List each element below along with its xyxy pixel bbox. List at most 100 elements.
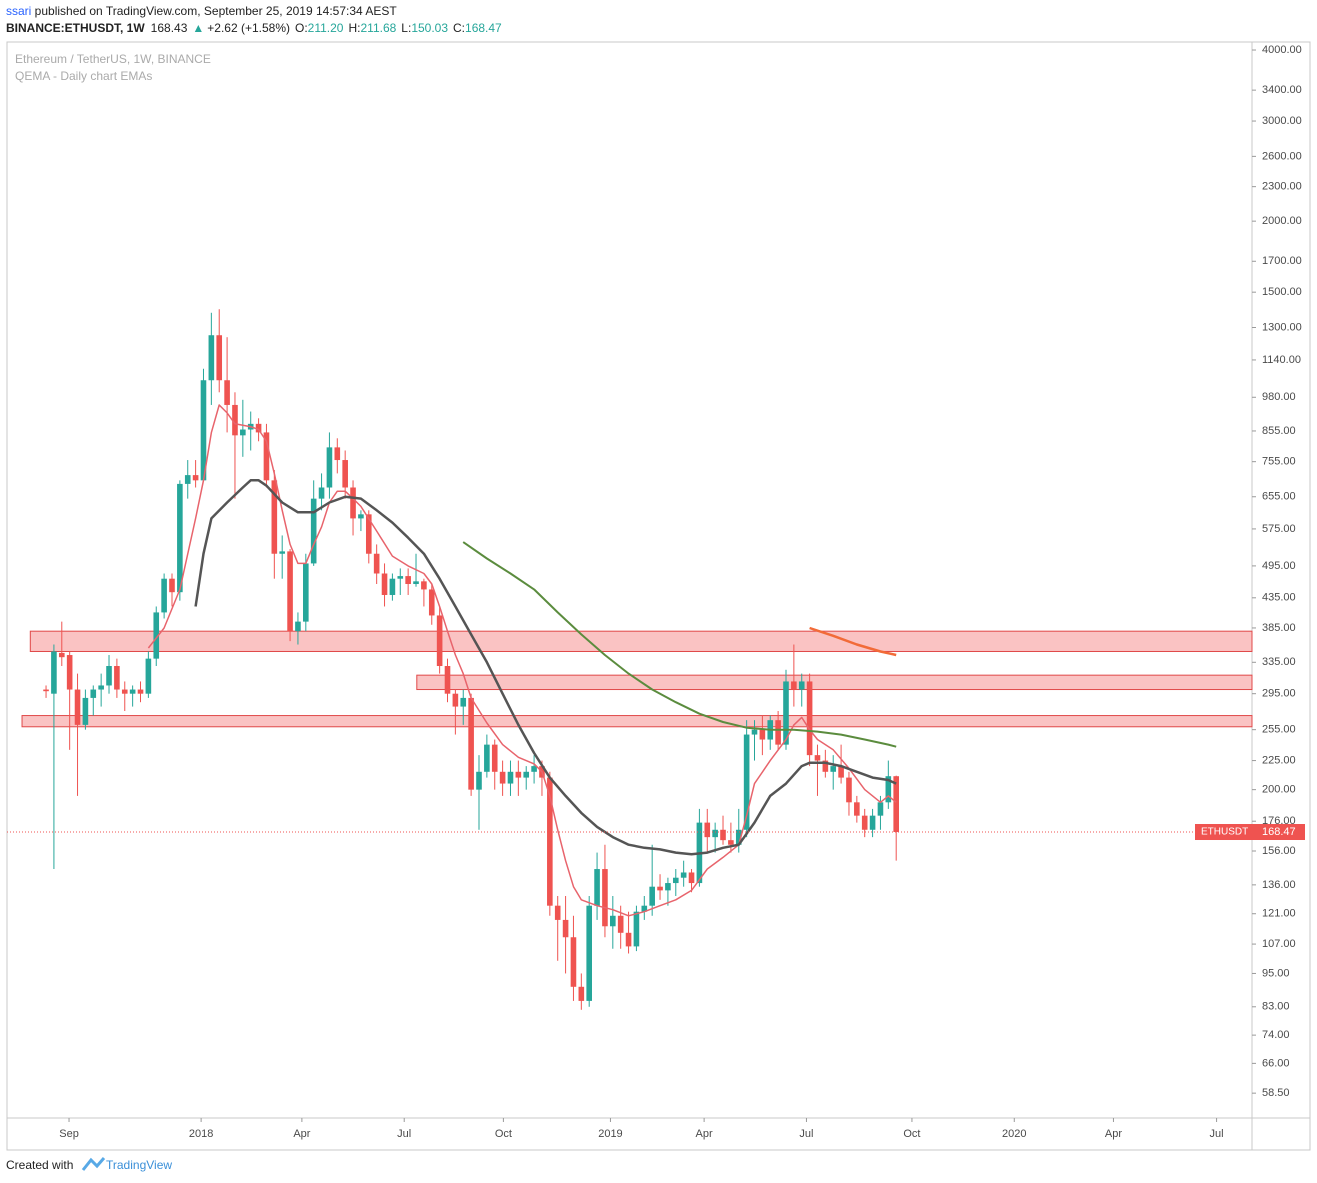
candle-body <box>877 802 884 816</box>
ohlc: O:211.20 H:211.68 L:150.03 C:168.47 <box>295 21 502 35</box>
y-tick-label: 575.00 <box>1262 523 1296 535</box>
candle-body <box>436 615 443 667</box>
candle-body <box>610 915 616 927</box>
y-tick-label: 1700.00 <box>1262 255 1302 267</box>
candle-body <box>200 380 207 481</box>
y-tick-label: 435.00 <box>1262 592 1296 604</box>
ohlc-value: 150.03 <box>411 21 448 35</box>
candle-body <box>310 498 317 564</box>
candle-body <box>129 689 136 694</box>
last-price-box <box>1195 824 1305 841</box>
legend-symbol: Ethereum / TetherUS, 1W, BINANCE <box>15 52 211 66</box>
candle-body <box>846 777 852 803</box>
candle-body <box>633 911 640 947</box>
x-tick-label: Apr <box>696 1128 713 1140</box>
candle-body <box>680 872 687 878</box>
candle-body <box>468 697 474 790</box>
frame <box>6 41 1311 1151</box>
y-tick-label: 4000.00 <box>1262 44 1302 56</box>
candle-body <box>224 380 230 405</box>
zone <box>416 674 1253 691</box>
candle-body <box>444 666 451 694</box>
candle-body <box>578 986 585 1001</box>
candle-body <box>775 720 781 745</box>
ohlc-label: L: <box>401 21 411 35</box>
candle-body <box>428 589 435 616</box>
y-tick-label: 1300.00 <box>1262 321 1302 333</box>
logo-mark <box>81 1157 106 1171</box>
legend-indicator: QEMA - Daily chart EMAs <box>15 69 152 83</box>
candle-body <box>326 447 333 488</box>
y-tick-label: 855.00 <box>1262 425 1296 437</box>
candle-body <box>893 776 899 833</box>
candle-body <box>255 423 262 433</box>
footer-brand[interactable]: TradingView <box>106 1158 172 1172</box>
y-tick-label: 2000.00 <box>1262 215 1302 227</box>
ohlc-label: H: <box>348 21 360 35</box>
footer-created: Created with <box>6 1158 73 1172</box>
candle-body <box>279 551 285 554</box>
candle-body <box>602 869 608 927</box>
candle-body <box>177 483 183 593</box>
candle-body <box>460 697 467 707</box>
ema-line <box>462 541 897 748</box>
change: +2.62 (+1.58%) <box>207 21 290 35</box>
candle-body <box>232 404 238 436</box>
candle-body <box>507 771 514 784</box>
candle-body <box>153 612 160 659</box>
candle-body <box>381 573 388 595</box>
ema-line <box>147 404 897 917</box>
x-tick-label: Oct <box>495 1128 512 1140</box>
candle-body <box>688 872 695 884</box>
candle-body <box>822 760 829 772</box>
up-arrow: ▲ <box>192 21 204 35</box>
y-tick-label: 2300.00 <box>1262 181 1302 193</box>
candle-body <box>161 578 167 613</box>
candle-body <box>735 829 742 845</box>
y-tick-label: 3400.00 <box>1262 84 1302 96</box>
candle-body <box>263 432 270 481</box>
candle-body <box>405 576 411 585</box>
candle-body <box>43 689 49 692</box>
candle-body <box>798 681 805 690</box>
candle-body <box>358 514 364 519</box>
candle-body <box>712 829 718 838</box>
candle-body <box>240 429 246 436</box>
candle-body <box>389 578 396 595</box>
y-tick-label: 755.00 <box>1262 456 1296 468</box>
y-tick-label: 83.00 <box>1262 1001 1290 1013</box>
candle-body <box>594 869 600 906</box>
candle-body <box>499 771 506 784</box>
y-tick-label: 225.00 <box>1262 754 1296 766</box>
candle-body <box>303 563 309 622</box>
candle-body <box>216 335 223 381</box>
candle-body <box>342 460 348 488</box>
y-tick-label: 385.00 <box>1262 622 1296 634</box>
candle-body <box>413 581 419 585</box>
candle-body <box>531 766 537 772</box>
candle-body <box>145 658 152 694</box>
candle-body <box>66 655 73 690</box>
ohlc-value: 211.68 <box>360 21 396 35</box>
candle-body <box>743 734 750 830</box>
candle-body <box>484 744 490 772</box>
candle-body <box>295 621 301 632</box>
candle-body <box>373 553 380 574</box>
y-tick-label: 156.00 <box>1262 845 1296 857</box>
candle-body <box>476 771 482 790</box>
candle-body <box>169 578 175 593</box>
y-tick-label: 2600.00 <box>1262 150 1302 162</box>
candle-body <box>365 514 372 554</box>
candle-body <box>515 771 522 778</box>
author: ssari <box>6 4 31 18</box>
candle-body <box>751 729 758 735</box>
candle-body <box>806 681 813 756</box>
symbol: BINANCE:ETHUSDT, 1W <box>6 21 145 35</box>
last-price-label: 168.47 <box>1262 826 1296 838</box>
candle-body <box>547 777 553 906</box>
candle-body <box>98 685 104 690</box>
x-tick-label: Jul <box>1210 1128 1224 1140</box>
x-tick-label: 2020 <box>1002 1128 1026 1140</box>
ohlc-value: 168.47 <box>465 21 502 35</box>
